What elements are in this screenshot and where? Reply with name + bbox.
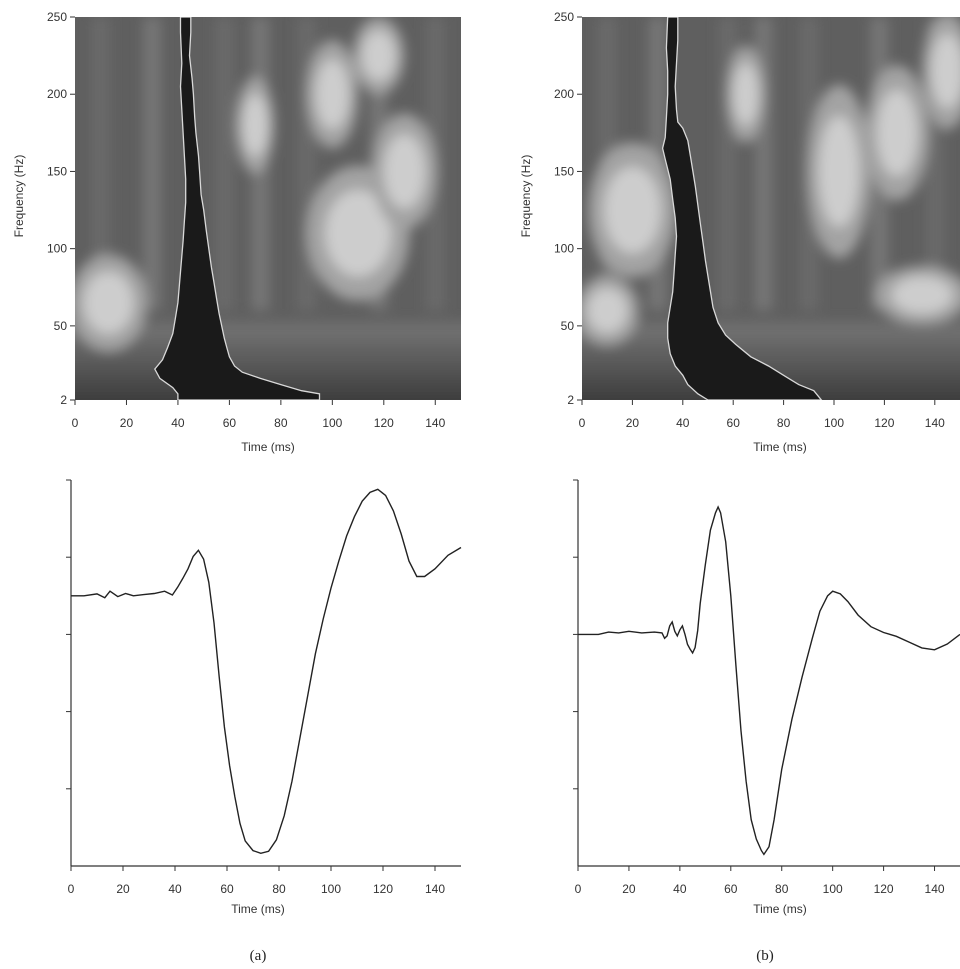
b-wave-xtick-label: 20 (622, 882, 636, 896)
panel-a-waveform-x-ticks: 0 20 40 60 80 100 120 140 (68, 866, 445, 896)
b-wave-xtick-label: 80 (775, 882, 789, 896)
b-spec-ytick-label: 100 (554, 242, 574, 256)
b-spec-xtick-label: 100 (824, 416, 844, 430)
b-heatmap-high-core (876, 89, 918, 177)
panel-a-waveform-xlabel: Time (ms) (231, 902, 285, 916)
panel-a-spectrogram-xlabel: Time (ms) (241, 440, 295, 454)
a-wave-xtick-label: 80 (272, 882, 286, 896)
panel-b-waveform-y-ticks (573, 479, 578, 790)
b-spec-xtick-label: 40 (676, 416, 690, 430)
panel-b-spectrogram-ylabel: Frequency (Hz) (519, 155, 533, 238)
a-spec-ytick-label: 150 (47, 164, 67, 178)
b-spec-xtick-label: 0 (579, 416, 586, 430)
a-wave-xtick-label: 100 (321, 882, 341, 896)
a-spec-ytick-label: 100 (47, 242, 67, 256)
panel-a-heatmap (75, 17, 461, 400)
b-spec-ytick-label: 2 (567, 393, 574, 407)
panel-a-caption: (a) (250, 948, 267, 964)
panel-b-ridge-contour (661, 17, 823, 400)
a-spec-xtick-label: 100 (322, 416, 342, 430)
panel-b-waveform-x-ticks: 0 20 40 60 80 100 120 140 (575, 866, 945, 896)
panel-b-waveform: 0 20 40 60 80 100 120 140 Time (ms) (573, 479, 960, 916)
panel-b-spectrogram-x-ticks: 0 20 40 60 80 100 120 140 (579, 400, 945, 430)
b-wave-xtick-label: 60 (724, 882, 738, 896)
b-spec-xtick-label: 120 (874, 416, 894, 430)
panel-a-waveform-line (71, 488, 462, 855)
a-wave-xtick-label: 20 (116, 882, 130, 896)
a-wave-xtick-label: 120 (373, 882, 393, 896)
a-heatmap-high-core (242, 94, 268, 156)
a-heatmap-stripe (215, 17, 234, 311)
a-spec-ytick-label: 200 (47, 87, 67, 101)
b-spec-ytick-label: 50 (561, 319, 575, 333)
b-spec-xtick-label: 80 (777, 416, 791, 430)
panel-a-spectrogram-x-ticks: 0 20 40 60 80 100 120 140 (72, 400, 446, 430)
b-heatmap-high-core (931, 33, 960, 109)
panel-a-waveform-y-ticks (66, 479, 71, 790)
a-heatmap-high-core (383, 134, 425, 209)
panel-a-spectrogram-ylabel: Frequency (Hz) (12, 155, 26, 238)
panel-b-heatmap (582, 17, 960, 400)
b-heatmap-high-core (587, 288, 628, 333)
panel-b-caption: (b) (756, 948, 774, 964)
panel-a-waveform: 0 20 40 60 80 100 120 140 Time (ms) (66, 479, 462, 916)
b-spec-xtick-label: 140 (925, 416, 945, 430)
b-spec-xtick-label: 20 (626, 416, 640, 430)
b-heatmap-high-core (818, 115, 860, 228)
a-spec-xtick-label: 60 (223, 416, 237, 430)
a-spec-ytick-label: 250 (47, 10, 67, 24)
b-wave-xtick-label: 40 (673, 882, 687, 896)
b-wave-xtick-label: 0 (575, 882, 582, 896)
b-spec-ytick-label: 150 (554, 164, 574, 178)
a-heatmap-high-core (362, 30, 396, 81)
a-wave-xtick-label: 40 (168, 882, 182, 896)
b-heatmap-high-core (891, 276, 953, 314)
b-heatmap-high-core (733, 63, 758, 126)
a-spec-xtick-label: 40 (171, 416, 185, 430)
a-heatmap-stripe (91, 17, 110, 311)
a-wave-xtick-label: 0 (68, 882, 75, 896)
panel-b-spectrogram-xlabel: Time (ms) (753, 440, 807, 454)
a-wave-xtick-label: 140 (425, 882, 445, 896)
b-wave-xtick-label: 140 (925, 882, 945, 896)
a-spec-xtick-label: 80 (274, 416, 288, 430)
a-wave-xtick-label: 60 (220, 882, 234, 896)
b-spec-xtick-label: 60 (727, 416, 741, 430)
a-spec-xtick-label: 20 (120, 416, 134, 430)
b-wave-xtick-label: 100 (823, 882, 843, 896)
b-wave-xtick-label: 120 (874, 882, 894, 896)
a-spec-xtick-label: 140 (425, 416, 445, 430)
a-heatmap-stripe (143, 17, 162, 311)
a-spec-ytick-label: 50 (54, 319, 68, 333)
a-heatmap-high-core (325, 189, 392, 277)
panel-a-ridge-contour (154, 17, 321, 400)
a-heatmap-high-core (315, 59, 349, 129)
panel-b-waveform-line (578, 505, 960, 856)
b-spec-ytick-label: 200 (554, 87, 574, 101)
a-spec-xtick-label: 0 (72, 416, 79, 430)
a-heatmap-high-core (83, 271, 134, 334)
a-spec-xtick-label: 120 (374, 416, 394, 430)
b-heatmap-high-core (604, 166, 661, 254)
a-spec-ytick-label: 2 (60, 393, 67, 407)
b-spec-ytick-label: 250 (554, 10, 574, 24)
panel-b-waveform-xlabel: Time (ms) (753, 902, 807, 916)
